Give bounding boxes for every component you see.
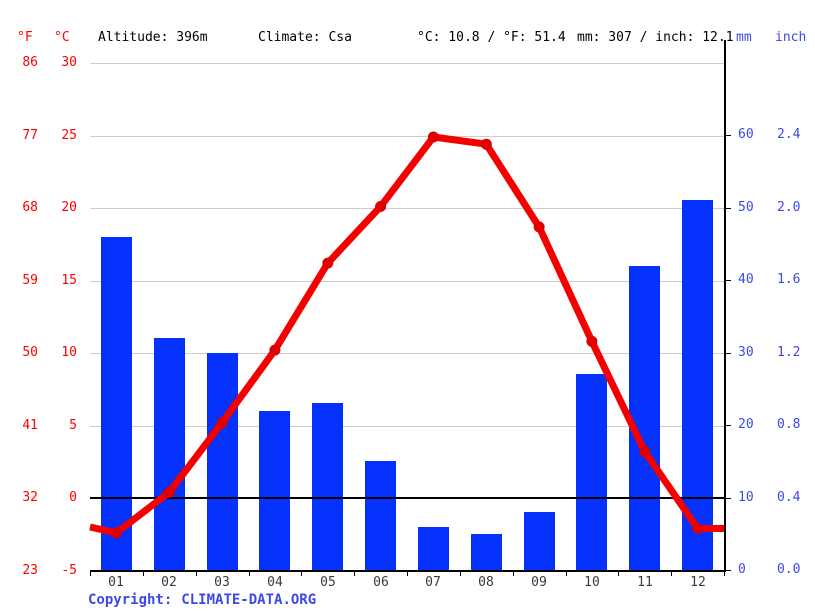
- celsius-tick-label: 10: [61, 345, 77, 360]
- x-axis-tick: [90, 570, 91, 576]
- month-label: 01: [108, 575, 124, 590]
- mm-tick-label: 0: [738, 562, 746, 577]
- mm-tick-label: 20: [738, 417, 754, 432]
- climate-class-label: Climate: Csa: [258, 30, 352, 45]
- month-label: 12: [690, 575, 706, 590]
- fahrenheit-tick-label: 23: [22, 563, 38, 578]
- altitude-label: Altitude: 396m: [98, 30, 208, 45]
- temperature-point: [375, 201, 387, 212]
- month-label: 08: [478, 575, 494, 590]
- annual-temp-summary: °C: 10.8 / °F: 51.4: [417, 30, 566, 45]
- fahrenheit-tick-label: 41: [22, 418, 38, 433]
- celsius-tick-label: 30: [61, 55, 77, 70]
- celsius-tick-label: 25: [61, 128, 77, 143]
- x-axis-tick: [143, 570, 144, 576]
- mm-tick-label: 40: [738, 272, 754, 287]
- fahrenheit-tick-label: 59: [22, 273, 38, 288]
- x-axis-tick: [671, 570, 672, 576]
- x-axis-tick: [566, 570, 567, 576]
- inch-tick-label: 2.4: [777, 127, 801, 142]
- inch-tick-label: 0.0: [777, 562, 801, 577]
- precip-bar: [312, 403, 343, 570]
- precip-bar: [418, 527, 449, 571]
- copyright-label: Copyright:: [88, 592, 173, 608]
- month-label: 10: [584, 575, 600, 590]
- month-label: 06: [373, 575, 389, 590]
- right-axis-tick: [724, 498, 731, 499]
- precip-bar: [101, 237, 132, 571]
- mm-tick-label: 60: [738, 127, 754, 142]
- x-axis-tick: [407, 570, 408, 576]
- right-axis-spine: [724, 40, 726, 572]
- temperature-point: [533, 221, 545, 233]
- temperature-point: [586, 335, 598, 347]
- mm-tick-label: 10: [738, 490, 754, 505]
- copyright: Copyright: CLIMATE-DATA.ORG: [88, 592, 316, 609]
- precip-bar: [207, 353, 238, 571]
- fahrenheit-axis-unit: °F: [17, 30, 33, 45]
- temperature-point: [427, 131, 439, 143]
- inch-tick-label: 0.4: [777, 490, 801, 505]
- fahrenheit-tick-label: 68: [22, 200, 38, 215]
- celsius-tick-label: 20: [61, 200, 77, 215]
- x-axis-tick: [618, 570, 619, 576]
- inch-tick-label: 2.0: [777, 200, 801, 215]
- precip-bar: [259, 411, 290, 571]
- celsius-tick-label: 0: [69, 490, 77, 505]
- copyright-link[interactable]: CLIMATE-DATA.ORG: [181, 592, 317, 608]
- inch-tick-label: 0.8: [777, 417, 801, 432]
- right-axis-tick: [724, 280, 731, 281]
- x-axis-line: [90, 570, 726, 572]
- mm-tick-label: 30: [738, 345, 754, 360]
- precip-bar: [682, 200, 713, 570]
- fahrenheit-tick-label: 50: [22, 345, 38, 360]
- celsius-tick-label: 5: [69, 418, 77, 433]
- annual-precip-summary: mm: 307 / inch: 12.1: [577, 30, 734, 45]
- precip-bar: [471, 534, 502, 570]
- x-axis-tick: [513, 570, 514, 576]
- fahrenheit-tick-label: 86: [22, 55, 38, 70]
- month-label: 11: [637, 575, 653, 590]
- month-label: 07: [425, 575, 441, 590]
- gridline: [90, 208, 724, 209]
- inch-tick-label: 1.2: [777, 345, 801, 360]
- inch-tick-label: 1.6: [777, 272, 801, 287]
- temperature-point: [480, 138, 492, 150]
- x-axis-tick: [301, 570, 302, 576]
- month-label: 03: [214, 575, 230, 590]
- x-axis-tick: [724, 570, 725, 576]
- month-label: 05: [320, 575, 336, 590]
- gridline: [90, 136, 724, 137]
- month-label: 02: [161, 575, 177, 590]
- precip-bar: [154, 338, 185, 570]
- precip-bar: [576, 374, 607, 570]
- month-label: 04: [267, 575, 283, 590]
- gridline: [90, 63, 724, 64]
- month-label: 09: [531, 575, 547, 590]
- fahrenheit-tick-label: 77: [22, 128, 38, 143]
- precip-bar: [365, 461, 396, 570]
- right-axis-tick: [724, 135, 731, 136]
- temperature-point: [322, 257, 334, 269]
- x-axis-tick: [196, 570, 197, 576]
- precip-bar: [629, 266, 660, 571]
- celsius-tick-label: -5: [61, 563, 77, 578]
- x-axis-tick: [354, 570, 355, 576]
- x-axis-tick: [249, 570, 250, 576]
- x-axis-tick: [460, 570, 461, 576]
- celsius-axis-unit: °C: [54, 30, 70, 45]
- right-axis-tick: [724, 353, 731, 354]
- inch-axis-unit: inch: [775, 30, 807, 45]
- celsius-tick-label: 15: [61, 273, 77, 288]
- precip-bar: [524, 512, 555, 570]
- fahrenheit-tick-label: 32: [22, 490, 38, 505]
- right-axis-tick: [724, 570, 731, 571]
- zero-degree-line: [90, 497, 724, 499]
- right-axis-tick: [724, 425, 731, 426]
- mm-tick-label: 50: [738, 200, 754, 215]
- right-axis-tick: [724, 208, 731, 209]
- mm-axis-unit: mm: [736, 30, 752, 45]
